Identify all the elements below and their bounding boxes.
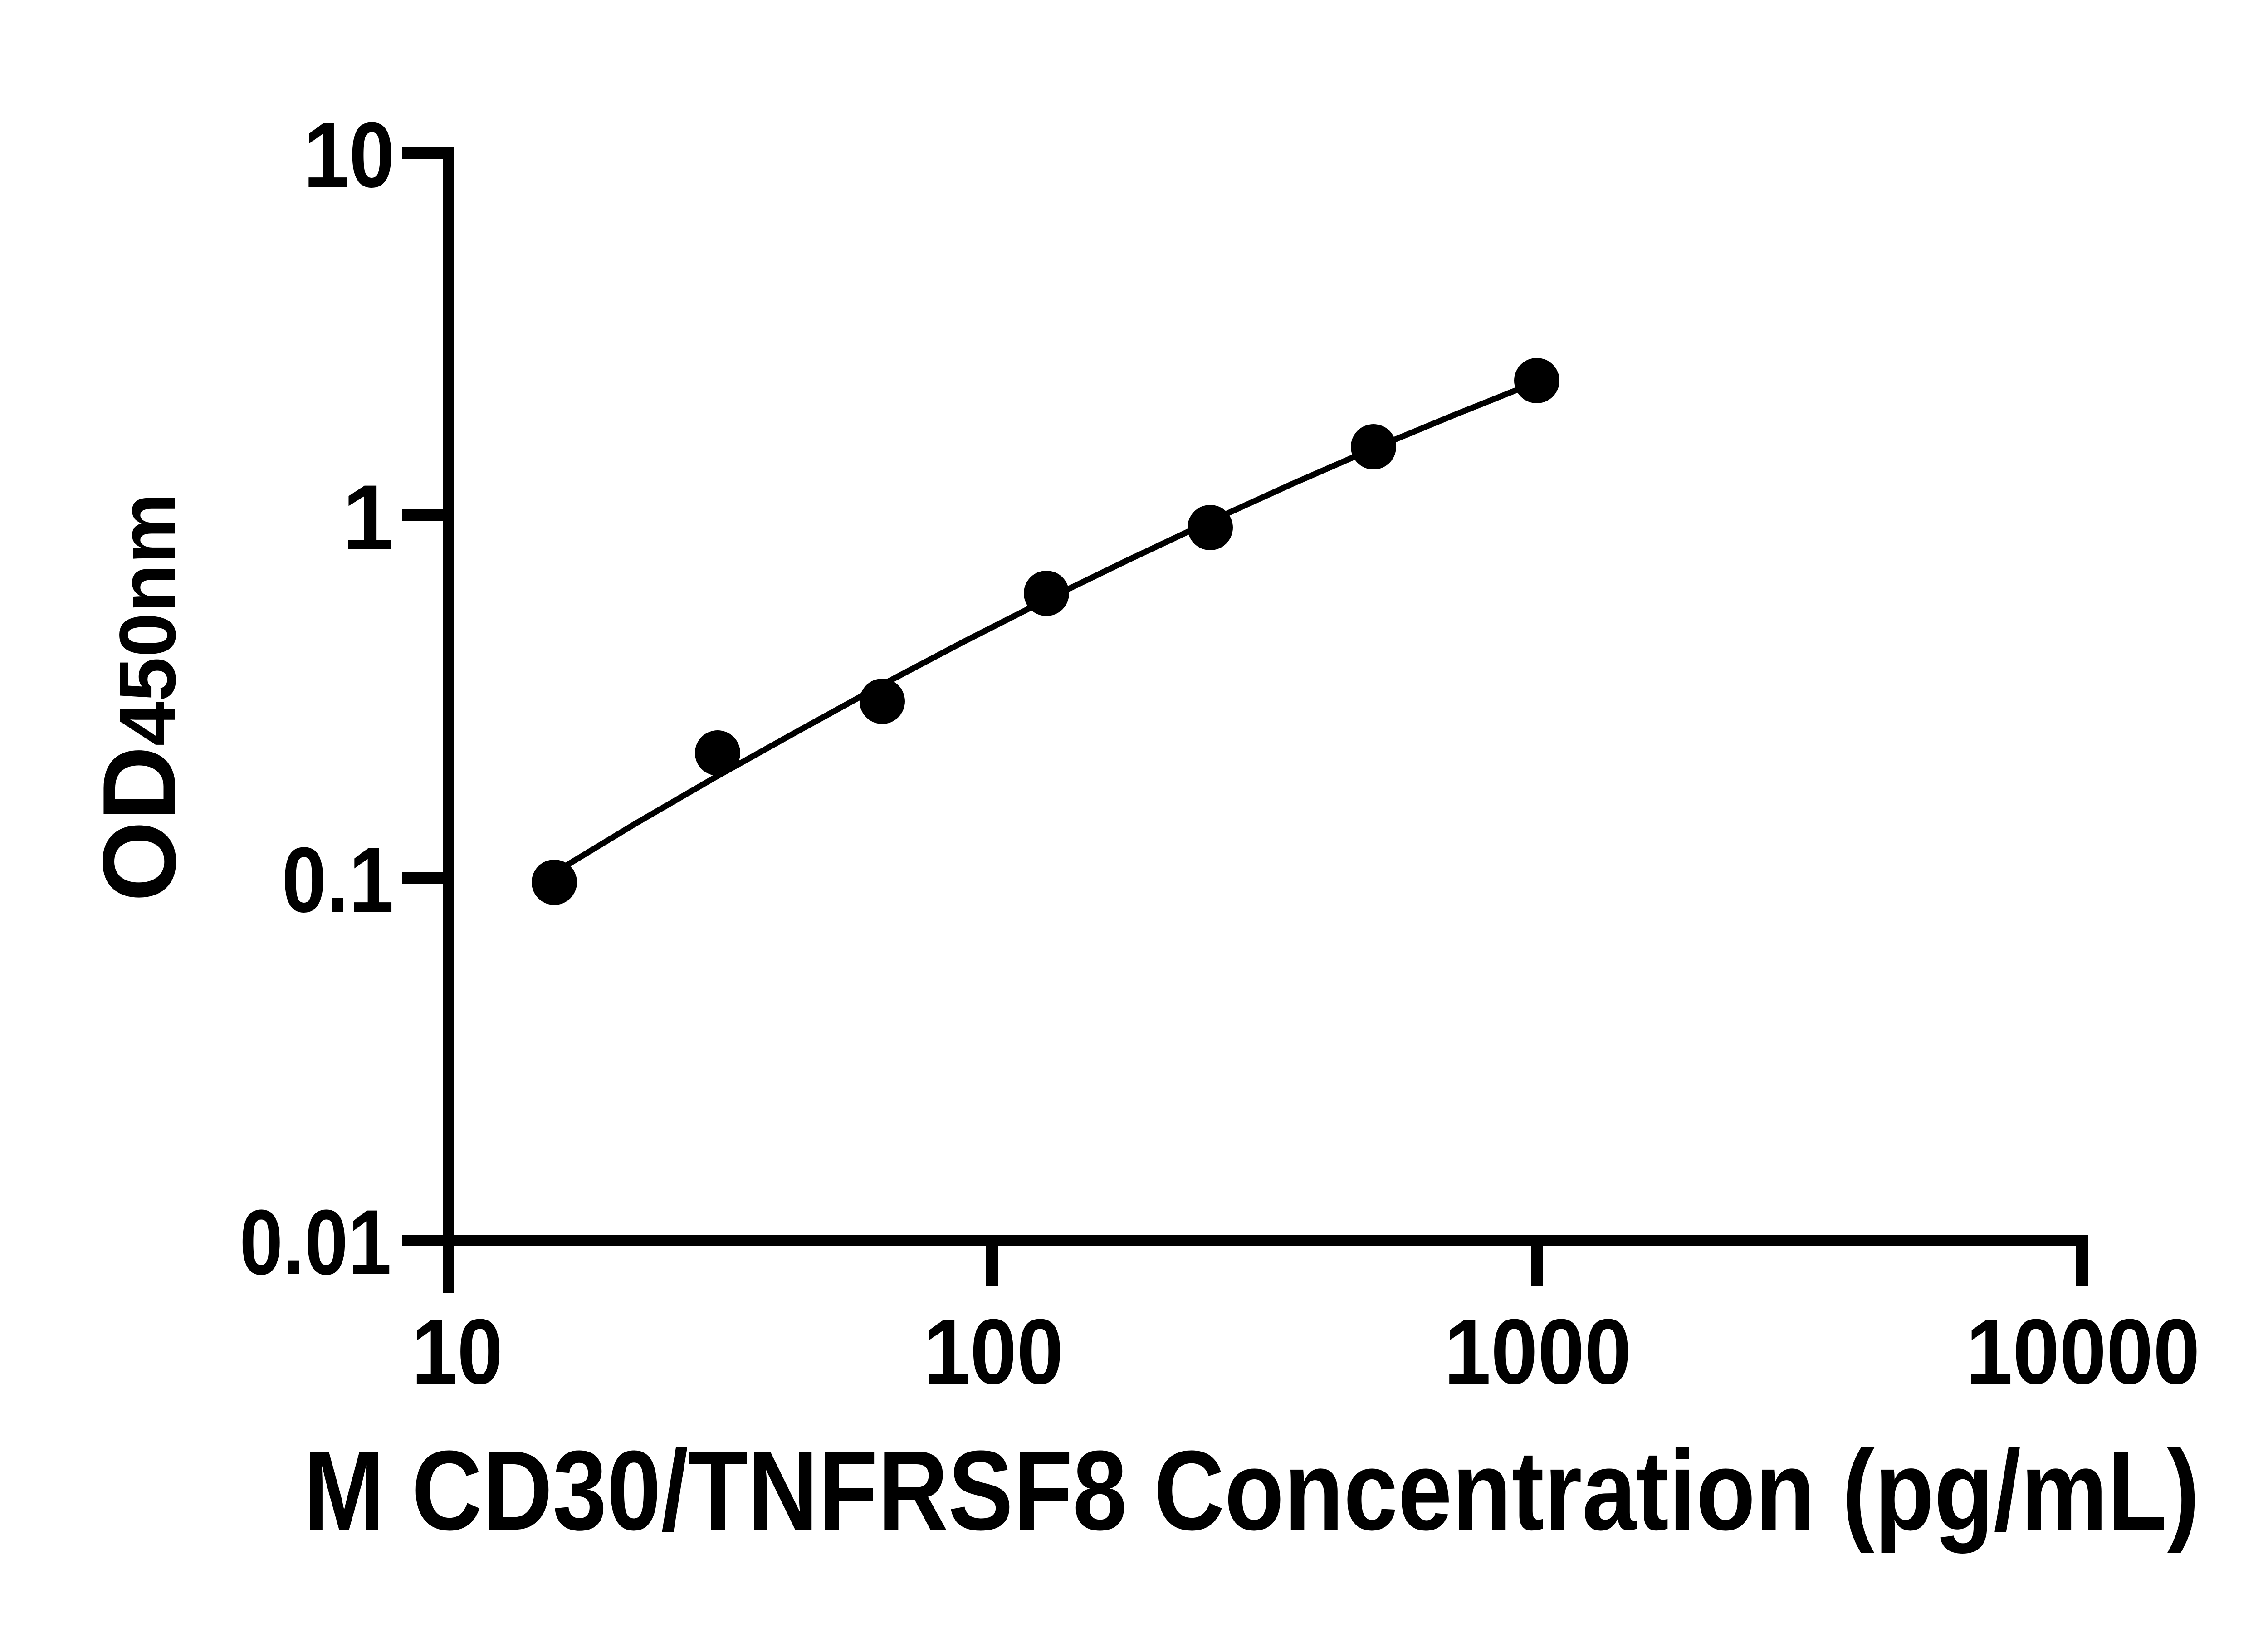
svg-text:0.01: 0.01 — [240, 1191, 391, 1294]
svg-text:1: 1 — [342, 466, 394, 569]
svg-text:10000: 10000 — [1966, 1300, 2200, 1403]
svg-text:M CD30/TNFRSF8 Concentration (: M CD30/TNFRSF8 Concentration (pg/mL) — [303, 1427, 2200, 1554]
svg-text:10: 10 — [412, 1300, 503, 1403]
svg-text:0.1: 0.1 — [282, 828, 394, 932]
svg-text:1000: 1000 — [1444, 1300, 1632, 1403]
svg-text:10: 10 — [303, 103, 395, 207]
svg-text:100: 100 — [924, 1300, 1064, 1403]
